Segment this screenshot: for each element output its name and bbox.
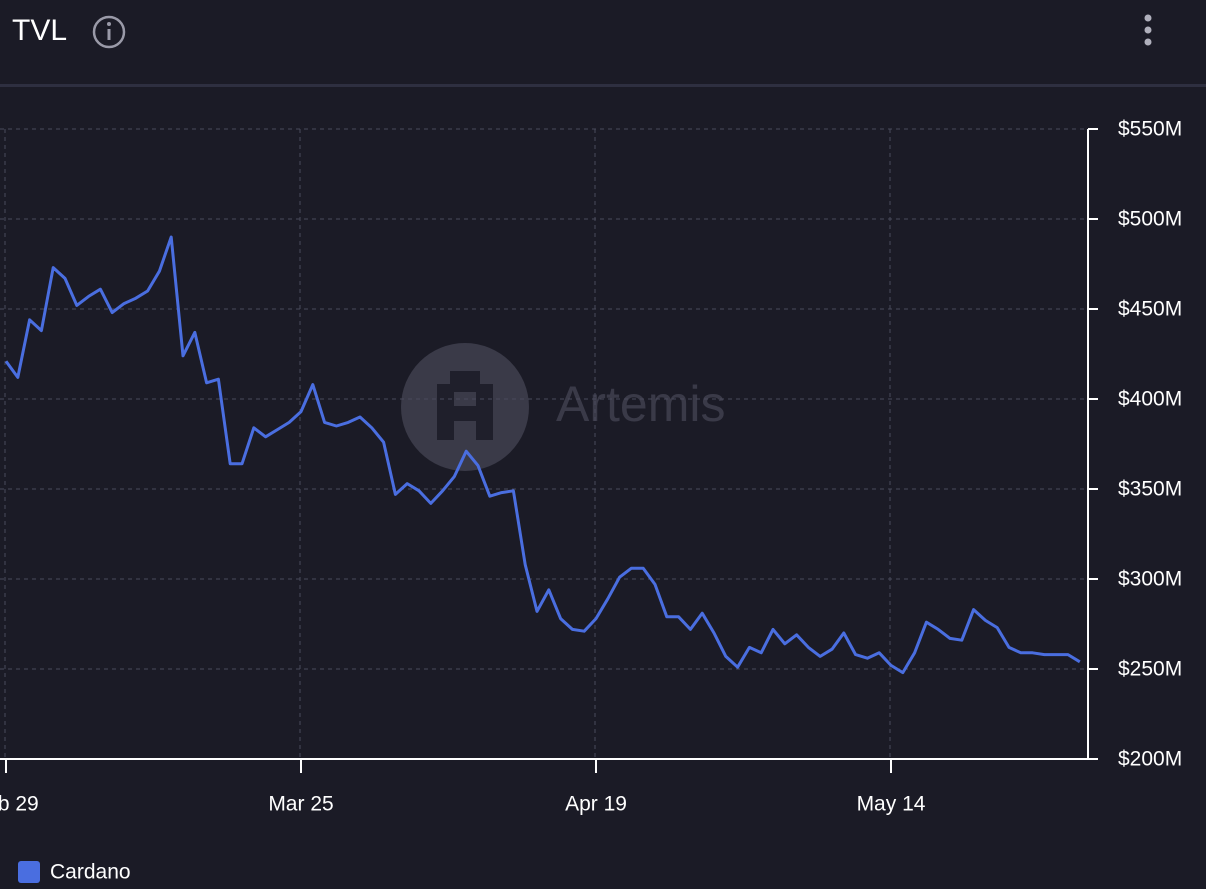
chart-title: TVL xyxy=(12,14,67,47)
menu-button[interactable] xyxy=(1144,14,1152,46)
menu-dot xyxy=(1144,14,1152,22)
y-tick-label: $250M xyxy=(1118,658,1182,681)
y-tick-label: $500M xyxy=(1118,208,1182,231)
menu-dot xyxy=(1144,38,1152,46)
legend-label[interactable]: Cardano xyxy=(50,861,131,884)
x-tick-label: Feb 29 xyxy=(0,793,39,816)
watermark-text: Artemis xyxy=(556,376,725,432)
legend-swatch xyxy=(18,861,40,883)
x-tick-label: May 14 xyxy=(857,793,926,816)
info-dot xyxy=(107,22,111,26)
y-tick-label: $450M xyxy=(1118,298,1182,321)
plot xyxy=(4,235,1081,675)
y-tick-label: $200M xyxy=(1118,748,1182,771)
x-tick-label: Mar 25 xyxy=(268,793,333,816)
y-tick-label: $550M xyxy=(1118,118,1182,141)
watermark-glyph xyxy=(437,371,493,440)
info-icon[interactable] xyxy=(92,15,126,49)
y-tick-label: $400M xyxy=(1118,388,1182,411)
y-tick-label: $300M xyxy=(1118,568,1182,591)
separator xyxy=(0,84,1206,87)
info-circle xyxy=(92,15,126,49)
watermark: Artemis xyxy=(401,343,725,471)
series-line xyxy=(4,235,1081,675)
info-bar xyxy=(107,29,111,40)
menu-dot xyxy=(1144,26,1152,34)
y-tick-label: $350M xyxy=(1118,478,1182,501)
x-tick-label: Apr 19 xyxy=(565,793,627,816)
